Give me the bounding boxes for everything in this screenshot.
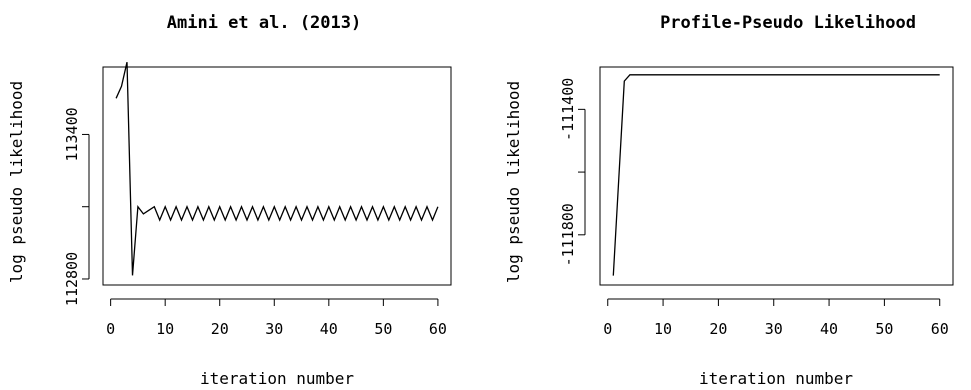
x-tick-label: 30 xyxy=(265,320,283,338)
x-axis: 0 10 20 30 40 50 60 xyxy=(603,298,949,338)
y-tick-label: -111800 xyxy=(559,203,577,266)
y-axis-label: log pseudo likelihood xyxy=(504,81,523,283)
series-line xyxy=(612,74,940,276)
x-axis-label: iteration number xyxy=(699,369,853,388)
x-tick-label: 20 xyxy=(709,320,727,338)
x-tick-label: 40 xyxy=(320,320,338,338)
y-axis-label: log pseudo likelihood xyxy=(7,81,26,283)
chart-title: Amini et al. (2013) xyxy=(167,13,361,33)
x-tick-label: 50 xyxy=(374,320,392,338)
y-axis: 112800 113400 xyxy=(63,107,90,306)
x-tick-label: 10 xyxy=(156,320,174,338)
series-group xyxy=(612,74,940,276)
y-tick-label: 113400 xyxy=(63,107,81,161)
x-tick-label: 50 xyxy=(875,320,893,338)
x-tick-label: 40 xyxy=(820,320,838,338)
x-axis: 0 10 20 30 40 50 60 xyxy=(106,298,447,338)
x-axis-label: iteration number xyxy=(200,369,354,388)
chart-panel-profile-pseudo: Profile-Pseudo Likelihood iteration numb… xyxy=(504,13,954,388)
x-tick-label: 20 xyxy=(211,320,229,338)
plot-frame xyxy=(599,66,954,286)
x-tick-label: 0 xyxy=(106,320,115,338)
chart-title: Profile-Pseudo Likelihood xyxy=(660,13,916,33)
series-group xyxy=(115,62,439,276)
series-line xyxy=(115,62,439,276)
x-tick-label: 60 xyxy=(931,320,949,338)
chart-panel-amini: Amini et al. (2013) iteration number log… xyxy=(7,13,452,388)
x-tick-label: 30 xyxy=(765,320,783,338)
plot-frame xyxy=(102,66,452,286)
y-tick-label: -111400 xyxy=(559,78,577,141)
x-tick-label: 10 xyxy=(654,320,672,338)
y-tick-label: 112800 xyxy=(63,252,81,306)
x-tick-label: 60 xyxy=(429,320,447,338)
x-tick-label: 0 xyxy=(603,320,612,338)
y-axis: -111800 -111400 xyxy=(559,78,586,266)
